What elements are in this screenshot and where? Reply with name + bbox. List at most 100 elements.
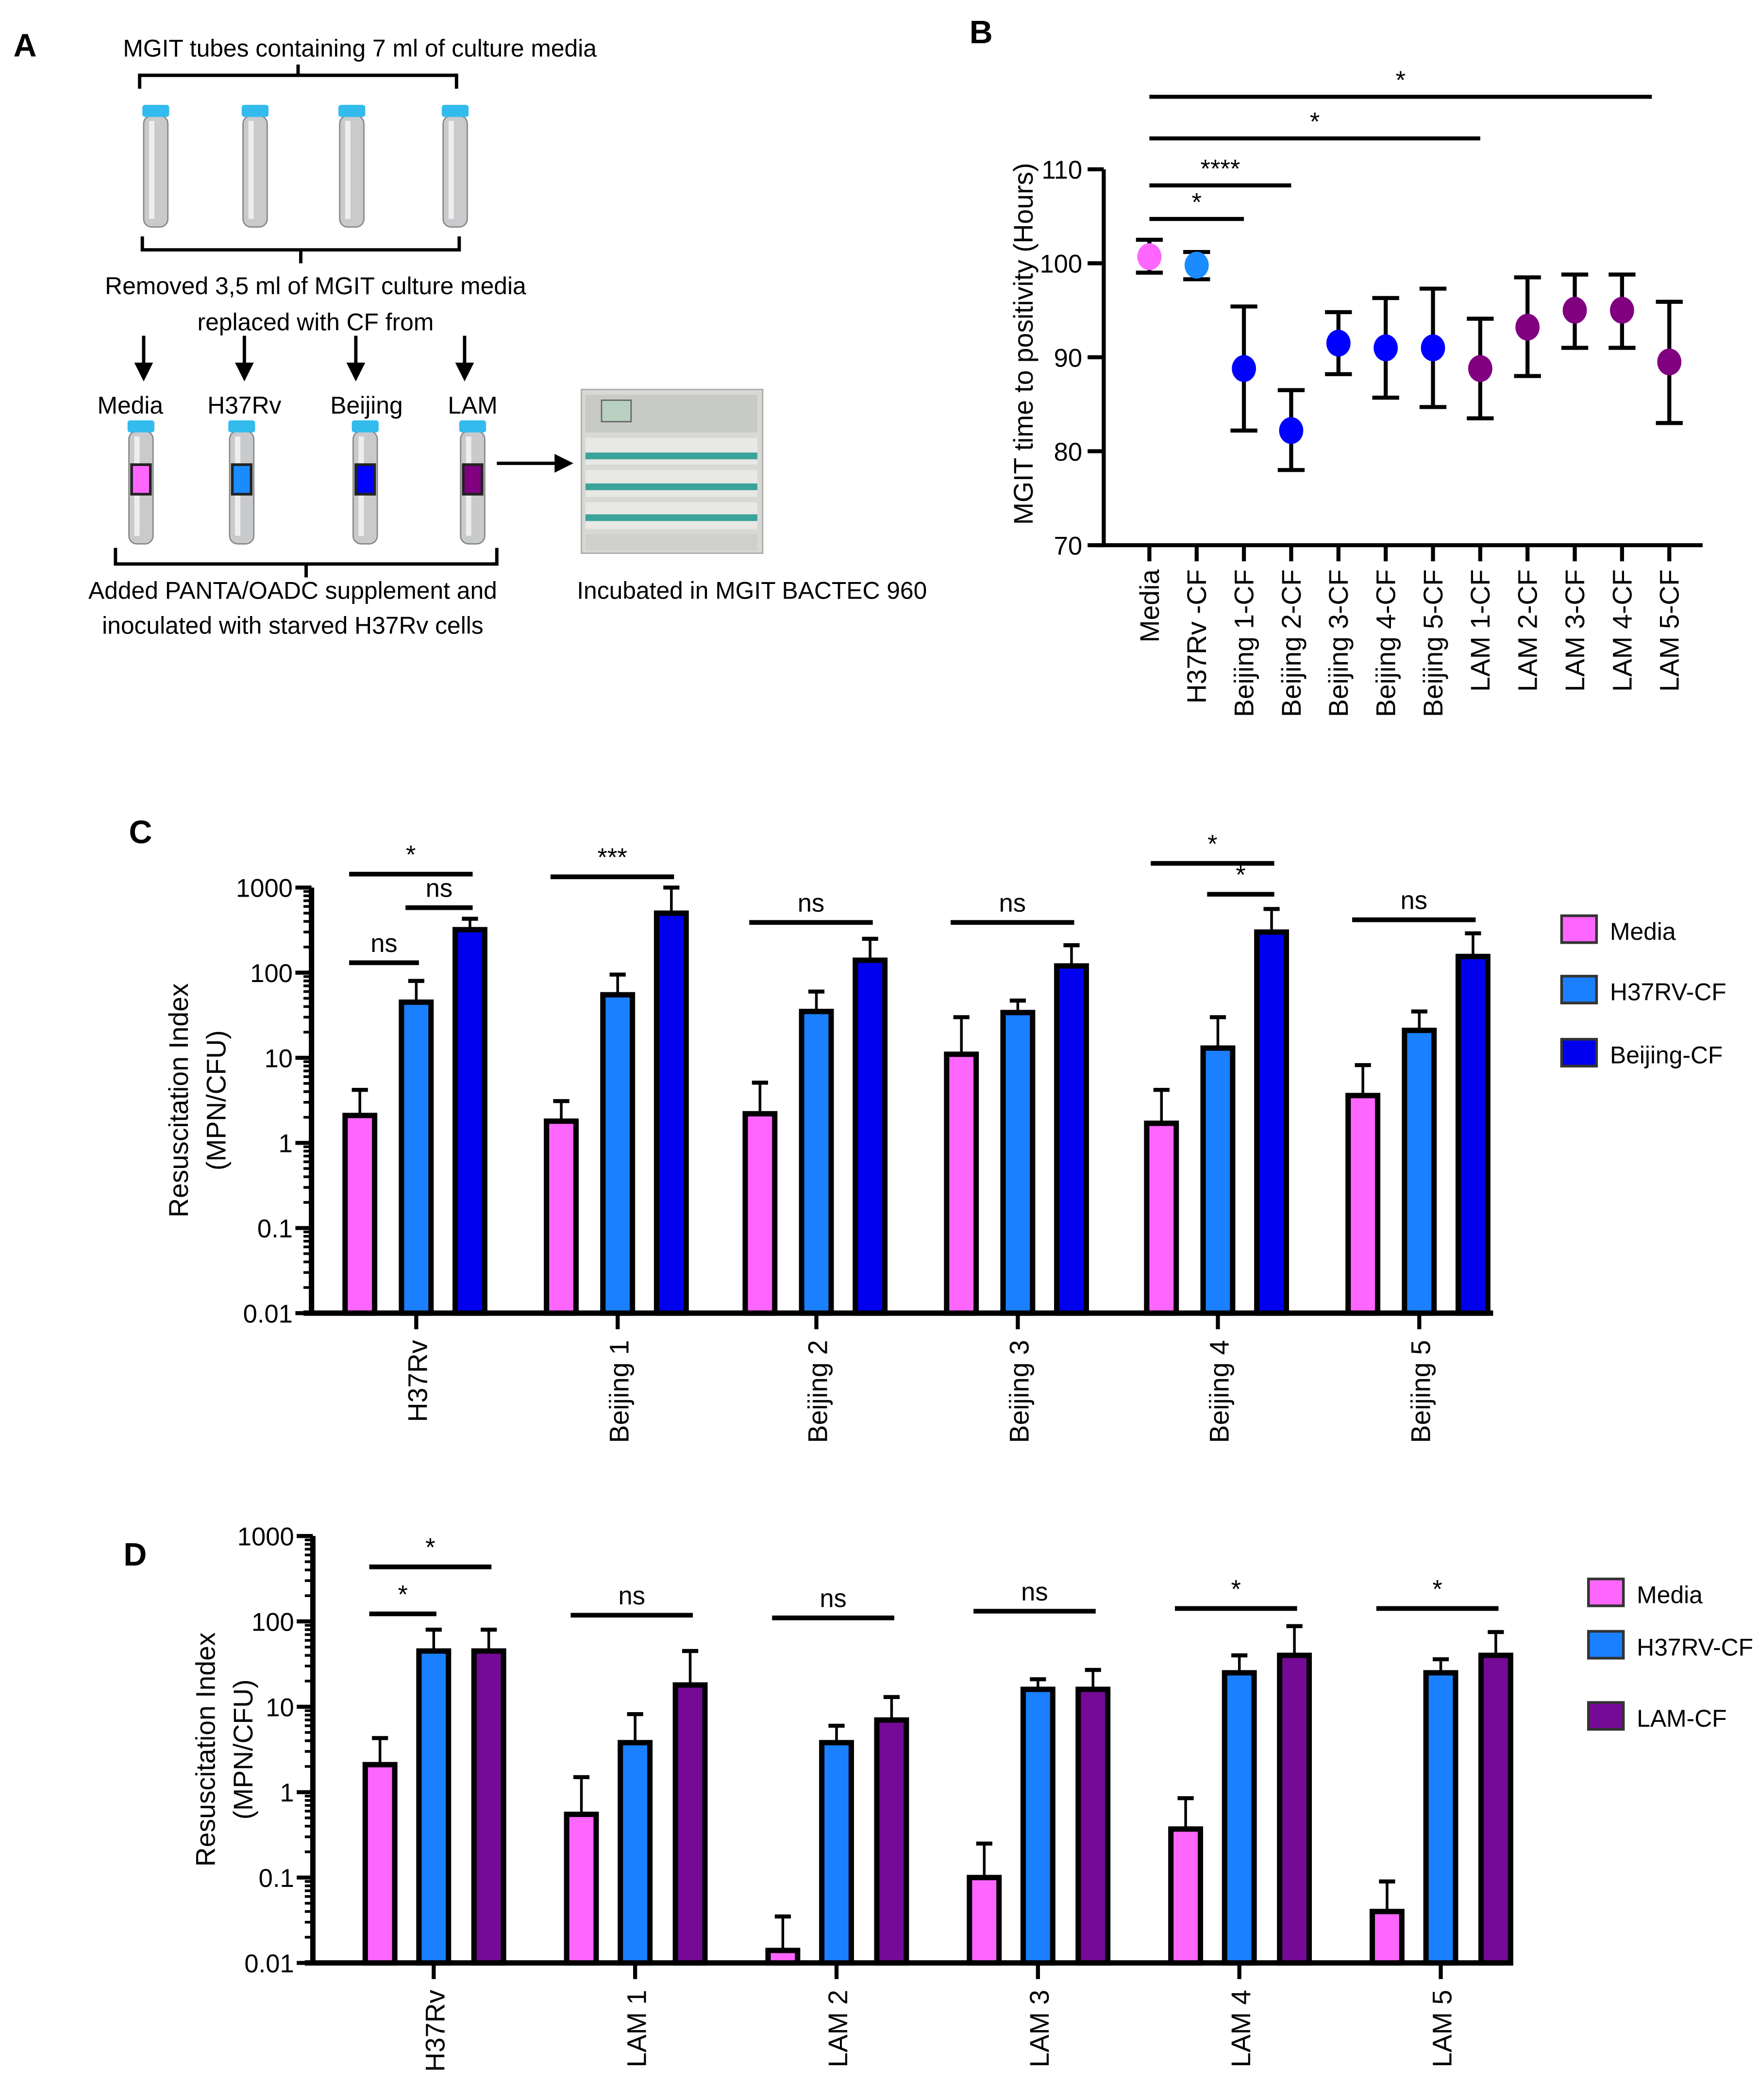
panel-label-d: D bbox=[123, 1537, 147, 1573]
y-tick-label: 100 bbox=[250, 959, 293, 988]
bottom-bracket bbox=[114, 548, 499, 578]
bar bbox=[1075, 1686, 1111, 1966]
significance-label: * bbox=[406, 841, 416, 869]
top-bracket bbox=[138, 65, 458, 89]
tube-cap bbox=[441, 104, 469, 117]
tube-cap bbox=[127, 420, 155, 433]
significance-label: * bbox=[1231, 1575, 1241, 1603]
significance-label: * bbox=[1310, 108, 1320, 136]
significance-label: * bbox=[1432, 1575, 1442, 1603]
incubated-text: Incubated in MGIT BACTEC 960 bbox=[577, 577, 927, 604]
data-point bbox=[1184, 251, 1209, 279]
legend-label: H37RV-CF bbox=[1610, 979, 1726, 1006]
tube-label-h37rv: H37Rv bbox=[207, 392, 281, 419]
bar bbox=[600, 992, 636, 1316]
y-axis-label: MGIT time to positivity (Hours) bbox=[1008, 163, 1039, 525]
significance-label: ns bbox=[999, 889, 1026, 917]
legend-swatch bbox=[1587, 1701, 1625, 1731]
legend-label: Beijing-CF bbox=[1610, 1042, 1723, 1069]
y-tick-label: 1000 bbox=[237, 1523, 294, 1551]
cf-tube-icon bbox=[228, 420, 255, 545]
x-tick-label: Beijing 5 bbox=[1406, 1340, 1436, 1443]
significance-label: ns bbox=[426, 874, 452, 903]
significance-label: * bbox=[1396, 66, 1406, 95]
x-tick-label: Beijing 1 bbox=[604, 1340, 634, 1443]
x-tick-label: Beijing 5-CF bbox=[1418, 569, 1448, 717]
tube-cap bbox=[459, 420, 486, 433]
data-point bbox=[1232, 355, 1256, 382]
bar bbox=[1000, 1010, 1036, 1316]
tube-body bbox=[143, 115, 169, 228]
top-tubes bbox=[142, 104, 469, 228]
down-arrows bbox=[134, 335, 474, 382]
x-tick-label: LAM 1-CF bbox=[1465, 569, 1495, 692]
schematic-title: MGIT tubes containing 7 ml of culture me… bbox=[123, 34, 597, 62]
panel-label-b: B bbox=[970, 15, 993, 50]
tube-highlight bbox=[248, 121, 254, 219]
y-tick-label: 10 bbox=[264, 1044, 292, 1073]
mgit-tube-icon bbox=[142, 104, 169, 228]
arrow-to-instrument-icon bbox=[497, 454, 573, 473]
bar bbox=[1222, 1670, 1257, 1966]
legend-label: H37RV-CF bbox=[1637, 1633, 1753, 1661]
legend-label: Media bbox=[1637, 1581, 1703, 1608]
significance-label: **** bbox=[1201, 154, 1240, 183]
tube-body bbox=[242, 115, 268, 228]
y-tick-label: 10 bbox=[266, 1693, 294, 1722]
significance-label: * bbox=[425, 1533, 435, 1562]
significance-label: * bbox=[398, 1580, 407, 1609]
tube-highlight bbox=[345, 121, 351, 219]
bar bbox=[1254, 929, 1290, 1316]
y-tick-label: 100 bbox=[251, 1608, 294, 1636]
legend-label: LAM-CF bbox=[1637, 1705, 1726, 1732]
x-tick-label: LAM 3-CF bbox=[1560, 569, 1590, 692]
tube-cf-fill bbox=[231, 463, 252, 496]
x-tick-label: LAM 2-CF bbox=[1513, 569, 1543, 692]
bar bbox=[1402, 1028, 1437, 1316]
bar bbox=[944, 1051, 979, 1316]
tube-body bbox=[442, 115, 468, 228]
significance-label: ns bbox=[798, 889, 824, 917]
cf-tube-icon bbox=[352, 420, 379, 545]
tube-label-media: Media bbox=[97, 392, 163, 419]
significance-label: ns bbox=[370, 929, 397, 958]
y-tick-label: 0.01 bbox=[243, 1300, 293, 1328]
legend-swatch bbox=[1560, 975, 1598, 1004]
bar bbox=[653, 910, 689, 1316]
significance-label: ns bbox=[618, 1582, 645, 1610]
bar bbox=[1369, 1909, 1405, 1966]
tube-cf-fill bbox=[462, 463, 484, 496]
bar bbox=[362, 1762, 398, 1966]
x-tick-label: Beijing 3-CF bbox=[1323, 569, 1354, 717]
tube-cap bbox=[338, 104, 366, 117]
bar bbox=[765, 1948, 801, 1966]
bar bbox=[874, 1717, 909, 1966]
significance-label: *** bbox=[597, 843, 627, 872]
y-tick-label: 0.1 bbox=[259, 1864, 294, 1893]
legend-swatch bbox=[1587, 1630, 1625, 1660]
y-tick-label: 1 bbox=[279, 1130, 293, 1158]
bar bbox=[618, 1740, 653, 1966]
x-tick-label: Beijing 2 bbox=[803, 1340, 833, 1443]
bar bbox=[672, 1682, 708, 1966]
tube-cf-fill bbox=[130, 463, 152, 496]
bar bbox=[1277, 1652, 1312, 1966]
y-tick-label: 100 bbox=[1039, 250, 1082, 279]
bar bbox=[1345, 1093, 1381, 1316]
added-text-1: Added PANTA/OADC supplement and bbox=[88, 577, 497, 604]
tube-cf-fill bbox=[354, 463, 376, 496]
bar bbox=[1200, 1045, 1236, 1316]
bar bbox=[1054, 963, 1089, 1316]
x-tick-label: LAM 5 bbox=[1427, 1990, 1457, 2067]
y-axis-label: Resuscitation Index bbox=[191, 1632, 221, 1867]
panel-label-a: A bbox=[14, 28, 37, 64]
x-tick-label: H37Rv bbox=[402, 1340, 433, 1422]
tube-cap bbox=[228, 420, 255, 433]
tube-cap bbox=[352, 420, 379, 433]
middle-bracket bbox=[140, 236, 461, 264]
y-tick-label: 90 bbox=[1054, 344, 1082, 372]
y-tick-label: 1 bbox=[280, 1779, 294, 1807]
x-tick-label: Beijing 3 bbox=[1004, 1340, 1034, 1443]
